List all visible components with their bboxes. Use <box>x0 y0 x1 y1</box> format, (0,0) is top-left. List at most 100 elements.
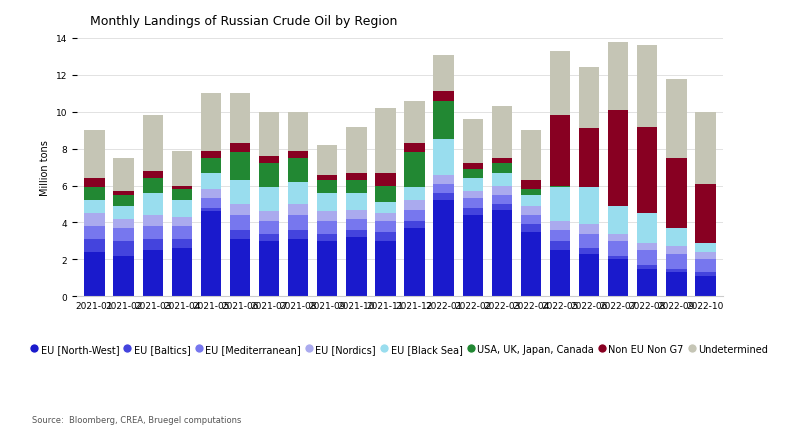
Bar <box>317 212 338 221</box>
Bar <box>666 247 686 254</box>
Bar <box>230 153 250 181</box>
Bar <box>142 179 163 193</box>
Bar <box>550 188 570 221</box>
Bar <box>637 127 658 214</box>
Bar <box>114 242 134 256</box>
Bar <box>230 204 250 216</box>
Bar <box>201 173 221 190</box>
Bar <box>434 92 454 101</box>
Bar <box>201 151 221 158</box>
Bar <box>579 129 599 188</box>
Bar <box>172 227 192 239</box>
Bar <box>666 228 686 247</box>
Bar <box>142 227 163 239</box>
Bar <box>201 199 221 208</box>
Bar <box>201 158 221 173</box>
Bar <box>230 144 250 153</box>
Bar <box>521 232 541 296</box>
Bar <box>142 216 163 227</box>
Bar <box>608 260 628 296</box>
Bar <box>579 249 599 254</box>
Bar <box>579 188 599 225</box>
Bar <box>201 212 221 296</box>
Bar <box>695 273 716 276</box>
Bar <box>404 201 425 210</box>
Bar <box>288 112 308 151</box>
Y-axis label: Million tons: Million tons <box>40 140 50 196</box>
Bar <box>288 216 308 230</box>
Bar <box>666 79 686 158</box>
Bar <box>521 207 541 216</box>
Bar <box>492 173 512 186</box>
Bar <box>462 120 483 164</box>
Bar <box>259 242 279 296</box>
Bar <box>346 181 366 193</box>
Bar <box>462 179 483 192</box>
Bar <box>346 238 366 296</box>
Bar <box>550 116 570 186</box>
Bar <box>695 260 716 273</box>
Bar <box>550 250 570 296</box>
Bar <box>434 193 454 201</box>
Bar <box>666 254 686 269</box>
Bar <box>288 230 308 239</box>
Bar <box>666 269 686 273</box>
Bar <box>172 201 192 217</box>
Bar <box>608 207 628 234</box>
Bar <box>142 250 163 296</box>
Bar <box>434 101 454 140</box>
Bar <box>114 256 134 296</box>
Bar <box>434 140 454 175</box>
Bar <box>462 199 483 208</box>
Bar <box>317 175 338 181</box>
Bar <box>317 221 338 234</box>
Bar <box>142 116 163 171</box>
Bar <box>375 203 396 214</box>
Bar <box>579 225 599 234</box>
Bar <box>84 227 105 239</box>
Text: Source:  Bloomberg, CREA, Bruegel computations: Source: Bloomberg, CREA, Bruegel computa… <box>32 415 242 424</box>
Legend: EU [North-West], EU [Baltics], EU [Mediterranean], EU [Nordics], EU [Black Sea],: EU [North-West], EU [Baltics], EU [Medit… <box>28 340 772 358</box>
Bar <box>84 179 105 188</box>
Bar <box>288 182 308 204</box>
Bar <box>172 186 192 190</box>
Bar <box>404 221 425 228</box>
Bar <box>317 242 338 296</box>
Bar <box>375 221 396 232</box>
Bar <box>550 242 570 250</box>
Bar <box>288 151 308 158</box>
Bar <box>404 153 425 188</box>
Bar <box>317 146 338 175</box>
Bar <box>84 239 105 253</box>
Bar <box>346 219 366 230</box>
Bar <box>84 131 105 179</box>
Bar <box>375 186 396 203</box>
Bar <box>550 230 570 242</box>
Bar <box>375 242 396 296</box>
Bar <box>608 111 628 207</box>
Bar <box>230 181 250 204</box>
Bar <box>462 170 483 179</box>
Bar <box>637 265 658 269</box>
Bar <box>492 210 512 296</box>
Bar <box>172 151 192 186</box>
Bar <box>434 55 454 92</box>
Bar <box>230 216 250 230</box>
Bar <box>172 249 192 296</box>
Bar <box>84 188 105 201</box>
Bar <box>550 186 570 188</box>
Bar <box>346 210 366 219</box>
Bar <box>404 228 425 296</box>
Bar <box>84 253 105 296</box>
Bar <box>521 131 541 181</box>
Bar <box>492 186 512 196</box>
Bar <box>259 188 279 212</box>
Bar <box>579 234 599 249</box>
Bar <box>695 253 716 260</box>
Bar <box>462 216 483 296</box>
Bar <box>492 204 512 210</box>
Bar <box>550 221 570 230</box>
Bar <box>462 192 483 199</box>
Bar <box>521 181 541 190</box>
Bar <box>288 239 308 296</box>
